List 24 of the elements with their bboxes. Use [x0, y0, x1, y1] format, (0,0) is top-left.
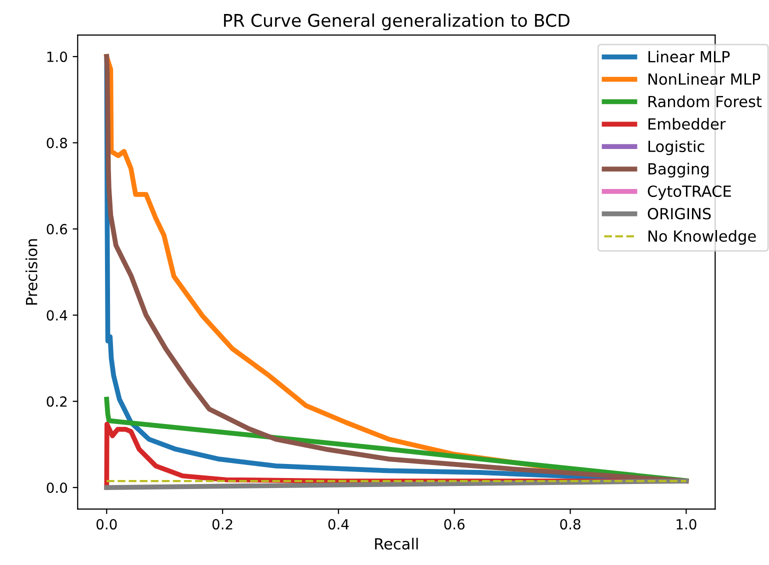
y-tick-label: 0.4: [46, 310, 68, 321]
y-tick-label: 0.8: [46, 138, 67, 148]
y-tick-label: 1.0: [47, 52, 68, 62]
legend-label: Linear MLP: [648, 50, 730, 62]
x-tick-label: 0.2: [212, 519, 232, 530]
y-tick-label: 0.0: [46, 482, 68, 493]
legend-label: Embedder: [648, 118, 726, 130]
legend-label: ORIGINS: [648, 208, 711, 220]
y-axis-title: Precision: [26, 239, 38, 305]
chart-title: PR Curve General generalization to BCD: [224, 14, 570, 30]
legend-label: No Knowledge: [648, 230, 756, 245]
x-tick-label: 0.0: [96, 519, 117, 530]
y-tick-label: 0.2: [46, 396, 67, 407]
legend-label: NonLinear MLP: [648, 73, 760, 85]
legend-label: Random Forest: [648, 95, 762, 108]
legend-label: Bagging: [648, 162, 708, 178]
x-tick-label: 0.4: [328, 519, 349, 530]
x-tick-label: 1.0: [676, 519, 696, 530]
x-axis-title: Recall: [375, 538, 418, 550]
y-tick-label: 0.6: [46, 224, 68, 234]
x-tick-label: 0.6: [444, 519, 465, 530]
x-tick-label: 0.8: [560, 519, 580, 530]
legend-label: CytoTRACE: [648, 185, 731, 200]
legend-label: Logistic: [648, 140, 704, 156]
